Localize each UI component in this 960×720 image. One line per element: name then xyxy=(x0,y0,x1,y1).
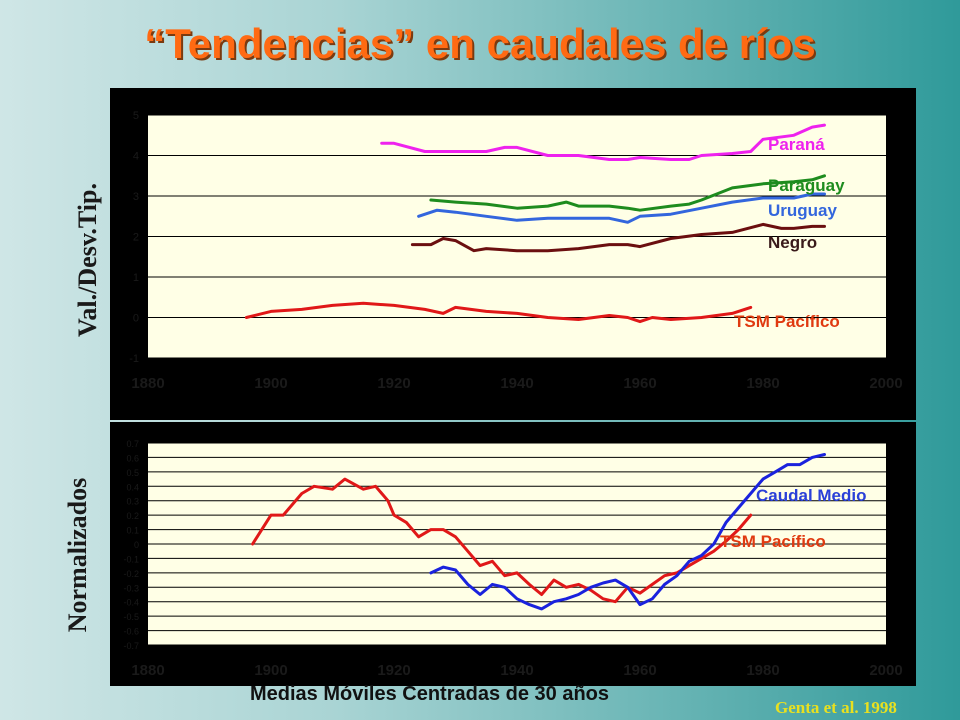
y-tick-label: 0.2 xyxy=(126,511,139,521)
x-tick-label: 1960 xyxy=(623,662,656,679)
bottom-y-axis-label: Normalizados xyxy=(63,477,92,633)
bottom-chart-lines xyxy=(251,453,826,611)
page-title: “Tendencias” en caudales de ríos xyxy=(144,20,816,67)
x-tick-label: 2000 xyxy=(869,375,902,392)
series-line-caudal-medio xyxy=(429,453,826,611)
x-tick-label: 1960 xyxy=(623,375,656,392)
series-line-paraguay xyxy=(429,174,826,212)
label-parana: Paraná xyxy=(768,135,825,154)
series-line-paran- xyxy=(380,123,826,161)
y-tick-label: 3 xyxy=(133,191,139,203)
x-tick-label: 1880 xyxy=(131,375,164,392)
series-line-tsm-pac-fico xyxy=(251,477,753,604)
label-negro: Negro xyxy=(768,233,817,252)
top-y-axis-label: Val./Desv.Tip. xyxy=(73,183,102,337)
y-tick-label: -1 xyxy=(129,353,139,365)
x-tick-label: 1940 xyxy=(500,662,533,679)
y-tick-label: 2 xyxy=(133,232,139,244)
series-line-uruguay xyxy=(417,192,826,224)
label-tsm-bottom: TSM Pacífico xyxy=(720,532,826,551)
y-tick-label: 1 xyxy=(133,272,139,284)
label-paraguay: Paraguay xyxy=(768,176,845,195)
x-tick-label: 1900 xyxy=(254,375,287,392)
series-line-negro xyxy=(410,222,826,253)
top-chart-x-ticks: 1880 1900 1920 1940 1960 1980 2000 xyxy=(131,375,902,392)
y-tick-label: -0.5 xyxy=(123,612,139,622)
label-caudal-medio: Caudal Medio xyxy=(756,486,867,505)
x-tick-label: 1980 xyxy=(746,662,779,679)
top-chart-y-ticks: -1 0 1 2 3 4 5 xyxy=(129,110,139,365)
y-tick-label: 0.6 xyxy=(126,453,139,463)
x-tick-label: 1900 xyxy=(254,662,287,679)
x-tick-label: 1920 xyxy=(377,375,410,392)
y-tick-label: -0.6 xyxy=(123,627,139,637)
x-tick-label: 1980 xyxy=(746,375,779,392)
top-chart-grid xyxy=(148,114,886,359)
y-tick-label: 4 xyxy=(133,151,139,163)
x-tick-label: 2000 xyxy=(869,662,902,679)
y-tick-label: -0.4 xyxy=(123,598,139,608)
source-credit: Genta et al. 1998 xyxy=(775,698,897,717)
y-tick-label: 0.5 xyxy=(126,468,139,478)
top-chart-lines xyxy=(244,123,826,324)
bottom-chart-y-ticks: -0.7 -0.6 -0.5 -0.4 -0.3 -0.2 -0.1 0 0.1 0.2 0.3 0.… xyxy=(123,439,139,651)
y-tick-label: -0.3 xyxy=(123,583,139,593)
y-tick-label: -0.2 xyxy=(123,569,139,579)
bottom-chart-x-ticks: 1880 1900 1920 1940 1960 1980 2000 xyxy=(131,662,902,679)
label-tsm-top: TSM Pacífico xyxy=(734,312,840,331)
series-line-tsm-pac-fico xyxy=(244,301,753,324)
y-tick-label: -0.7 xyxy=(123,641,139,651)
y-tick-label: 0 xyxy=(133,313,139,325)
x-tick-label: 1880 xyxy=(131,662,164,679)
bottom-chart-grid xyxy=(148,442,886,646)
y-tick-label: 0.3 xyxy=(126,497,139,507)
y-tick-label: 0.7 xyxy=(126,439,139,449)
y-tick-label: 0 xyxy=(134,540,139,550)
y-tick-label: 0.1 xyxy=(126,526,139,536)
x-tick-label: 1920 xyxy=(377,662,410,679)
y-tick-label: 5 xyxy=(133,110,139,122)
y-tick-label: 0.4 xyxy=(126,482,139,492)
label-uruguay: Uruguay xyxy=(768,201,838,220)
x-tick-label: 1940 xyxy=(500,375,533,392)
y-tick-label: -0.1 xyxy=(123,554,139,564)
x-axis-label: Medias Móviles Centradas de 30 años xyxy=(250,683,610,705)
